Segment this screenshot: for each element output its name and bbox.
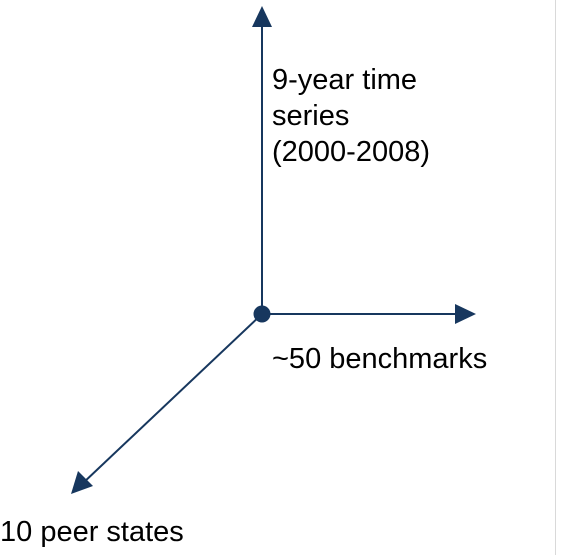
time-series-label-line-2: series xyxy=(272,100,350,132)
origin-dot xyxy=(253,305,271,323)
states-axis-arrowhead xyxy=(71,471,93,494)
time-axis-arrowhead xyxy=(252,6,272,27)
time-series-label-line-3: (2000-2008) xyxy=(272,136,430,168)
benchmarks-label: ~50 benchmarks xyxy=(272,343,488,375)
benchmarks-axis-arrowhead xyxy=(455,304,476,324)
right-edge-divider xyxy=(555,0,556,555)
time-series-label: 9-year time series (2000-2008) xyxy=(272,62,430,170)
states-axis-arrow xyxy=(81,313,263,485)
time-series-label-line-1: 9-year time xyxy=(272,64,418,96)
peer-states-label: 10 peer states xyxy=(0,516,184,548)
